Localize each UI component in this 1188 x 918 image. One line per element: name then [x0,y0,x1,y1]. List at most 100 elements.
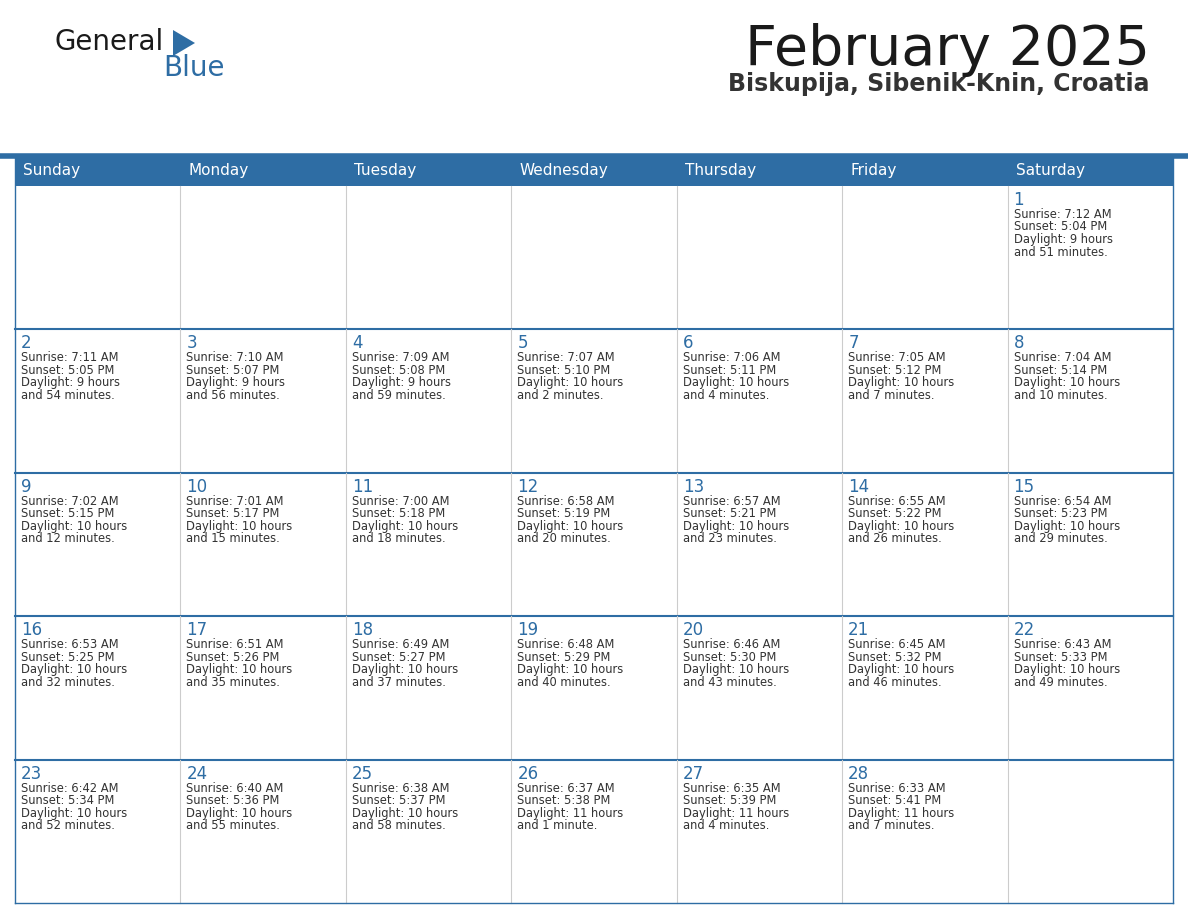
Text: and 2 minutes.: and 2 minutes. [517,389,604,402]
Text: Sunrise: 7:09 AM: Sunrise: 7:09 AM [352,352,449,364]
Text: and 40 minutes.: and 40 minutes. [517,676,611,688]
Text: Daylight: 10 hours: Daylight: 10 hours [848,376,954,389]
Text: Daylight: 10 hours: Daylight: 10 hours [21,520,127,532]
Text: Sunset: 5:18 PM: Sunset: 5:18 PM [352,508,446,521]
Bar [1007,616,1173,759]
Text: Daylight: 10 hours: Daylight: 10 hours [1013,520,1120,532]
Text: and 23 minutes.: and 23 minutes. [683,532,777,545]
Polygon shape [173,30,195,56]
Text: and 4 minutes.: and 4 minutes. [683,389,769,402]
Bar [677,186,842,330]
Text: Daylight: 10 hours: Daylight: 10 hours [848,663,954,677]
Text: 22: 22 [1013,621,1035,639]
Text: 24: 24 [187,765,208,783]
Text: Daylight: 11 hours: Daylight: 11 hours [848,807,954,820]
Bar [842,616,1007,759]
Bar [181,186,346,330]
Text: Daylight: 10 hours: Daylight: 10 hours [187,807,292,820]
Text: Sunrise: 7:12 AM: Sunrise: 7:12 AM [1013,208,1111,221]
Bar [346,330,511,473]
Text: Sunset: 5:32 PM: Sunset: 5:32 PM [848,651,942,664]
Bar [181,616,346,759]
Text: and 18 minutes.: and 18 minutes. [352,532,446,545]
Text: 20: 20 [683,621,703,639]
Text: Monday: Monday [189,163,248,178]
Bar [181,473,346,616]
Bar [677,759,842,903]
Text: Daylight: 9 hours: Daylight: 9 hours [352,376,451,389]
Text: Sunrise: 7:02 AM: Sunrise: 7:02 AM [21,495,119,508]
Text: Sunrise: 7:07 AM: Sunrise: 7:07 AM [517,352,615,364]
Bar [842,473,1007,616]
Text: 1: 1 [1013,191,1024,209]
Text: and 26 minutes.: and 26 minutes. [848,532,942,545]
Bar [181,330,346,473]
Text: 9: 9 [21,477,32,496]
Text: 18: 18 [352,621,373,639]
Text: 28: 28 [848,765,870,783]
Text: Sunset: 5:19 PM: Sunset: 5:19 PM [517,508,611,521]
Bar [15,616,181,759]
Text: 7: 7 [848,334,859,353]
Text: Daylight: 10 hours: Daylight: 10 hours [187,520,292,532]
Text: Daylight: 10 hours: Daylight: 10 hours [1013,663,1120,677]
Bar [842,186,1007,330]
Text: Sunrise: 6:45 AM: Sunrise: 6:45 AM [848,638,946,651]
Text: Sunset: 5:23 PM: Sunset: 5:23 PM [1013,508,1107,521]
Bar [15,759,181,903]
Bar [346,473,511,616]
Bar [1007,473,1173,616]
Text: and 51 minutes.: and 51 minutes. [1013,245,1107,259]
Bar [15,330,181,473]
Text: Sunrise: 7:01 AM: Sunrise: 7:01 AM [187,495,284,508]
Text: and 55 minutes.: and 55 minutes. [187,819,280,832]
Text: and 59 minutes.: and 59 minutes. [352,389,446,402]
Text: Daylight: 9 hours: Daylight: 9 hours [187,376,285,389]
Text: Daylight: 10 hours: Daylight: 10 hours [517,663,624,677]
Text: and 58 minutes.: and 58 minutes. [352,819,446,832]
Text: and 29 minutes.: and 29 minutes. [1013,532,1107,545]
Text: Daylight: 10 hours: Daylight: 10 hours [352,663,459,677]
Text: Daylight: 11 hours: Daylight: 11 hours [683,807,789,820]
Text: Sunrise: 6:58 AM: Sunrise: 6:58 AM [517,495,614,508]
Bar [346,759,511,903]
Text: Sunrise: 6:38 AM: Sunrise: 6:38 AM [352,781,449,795]
Text: Sunset: 5:12 PM: Sunset: 5:12 PM [848,364,942,377]
Text: Daylight: 10 hours: Daylight: 10 hours [352,520,459,532]
Text: Wednesday: Wednesday [519,163,608,178]
Text: and 32 minutes.: and 32 minutes. [21,676,115,688]
Bar [181,759,346,903]
Text: Daylight: 11 hours: Daylight: 11 hours [517,807,624,820]
Text: and 37 minutes.: and 37 minutes. [352,676,446,688]
Text: Sunrise: 6:37 AM: Sunrise: 6:37 AM [517,781,615,795]
Text: Sunset: 5:33 PM: Sunset: 5:33 PM [1013,651,1107,664]
Text: Sunrise: 7:11 AM: Sunrise: 7:11 AM [21,352,119,364]
Text: Blue: Blue [163,54,225,82]
Text: Sunrise: 6:53 AM: Sunrise: 6:53 AM [21,638,119,651]
Text: and 46 minutes.: and 46 minutes. [848,676,942,688]
Text: Sunrise: 6:54 AM: Sunrise: 6:54 AM [1013,495,1111,508]
Text: 3: 3 [187,334,197,353]
Bar [511,759,677,903]
Text: Sunset: 5:10 PM: Sunset: 5:10 PM [517,364,611,377]
Text: Sunday: Sunday [23,163,80,178]
Text: February 2025: February 2025 [745,23,1150,77]
Text: and 12 minutes.: and 12 minutes. [21,532,115,545]
Text: Sunrise: 6:57 AM: Sunrise: 6:57 AM [683,495,781,508]
Text: 26: 26 [517,765,538,783]
Text: Daylight: 10 hours: Daylight: 10 hours [517,376,624,389]
Text: Sunrise: 6:40 AM: Sunrise: 6:40 AM [187,781,284,795]
Text: 14: 14 [848,477,870,496]
Text: Sunrise: 7:10 AM: Sunrise: 7:10 AM [187,352,284,364]
Text: Sunset: 5:11 PM: Sunset: 5:11 PM [683,364,776,377]
Text: Sunrise: 7:00 AM: Sunrise: 7:00 AM [352,495,449,508]
Text: Sunrise: 6:43 AM: Sunrise: 6:43 AM [1013,638,1111,651]
Text: Sunset: 5:29 PM: Sunset: 5:29 PM [517,651,611,664]
Text: Daylight: 10 hours: Daylight: 10 hours [683,376,789,389]
Text: Thursday: Thursday [684,163,756,178]
Text: Sunset: 5:21 PM: Sunset: 5:21 PM [683,508,776,521]
Text: 23: 23 [21,765,43,783]
Text: Sunset: 5:04 PM: Sunset: 5:04 PM [1013,220,1107,233]
Text: Daylight: 10 hours: Daylight: 10 hours [21,807,127,820]
Bar [1007,186,1173,330]
